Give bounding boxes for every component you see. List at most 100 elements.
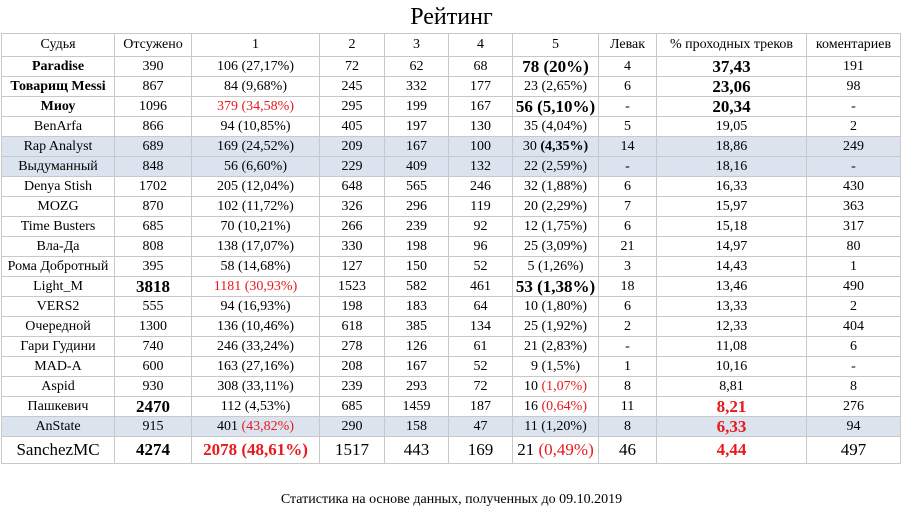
- score-count: 10: [524, 379, 542, 394]
- score-3: 332: [384, 76, 449, 97]
- score-3: 183: [384, 296, 449, 317]
- score-5: 5 (1,26%): [512, 256, 599, 277]
- score-1: 106 (27,17%): [191, 56, 320, 77]
- footer-note: Статистика на основе данных, полученных …: [280, 492, 623, 507]
- levak-count: 8: [598, 416, 657, 437]
- score-1: 102 (11,72%): [191, 196, 320, 217]
- score-1: 136 (10,46%): [191, 316, 320, 337]
- score-5: 32 (1,88%): [512, 176, 599, 197]
- pass-percent: 8,21: [656, 396, 807, 417]
- pass-percent: 13,46: [656, 276, 807, 297]
- pass-percent: 15,97: [656, 196, 807, 217]
- score-3: 150: [384, 256, 449, 277]
- score-count: 401: [217, 419, 242, 434]
- comments-count: -: [806, 156, 901, 177]
- score-3: 443: [384, 436, 449, 464]
- levak-count: 6: [598, 76, 657, 97]
- column-header-score-5: 5: [512, 33, 599, 57]
- score-1: 246 (33,24%): [191, 336, 320, 357]
- judge-name: Rap Analyst: [1, 136, 115, 157]
- column-header-score-1: 1: [191, 33, 320, 57]
- score-3: 582: [384, 276, 449, 297]
- score-percent: (43,82%): [241, 419, 295, 434]
- levak-count: 46: [598, 436, 657, 464]
- levak-count: 4: [598, 56, 657, 77]
- score-1: 401 (43,82%): [191, 416, 320, 437]
- score-3: 167: [384, 356, 449, 377]
- judge-name: Рома Добротный: [1, 256, 115, 277]
- pass-percent: 18,16: [656, 156, 807, 177]
- score-count: 16: [524, 399, 542, 414]
- judge-name: Вла-Да: [1, 236, 115, 257]
- levak-count: 2: [598, 316, 657, 337]
- judge-name: Aspid: [1, 376, 115, 397]
- comments-count: -: [806, 356, 901, 377]
- score-5: 9 (1,5%): [512, 356, 599, 377]
- table-row: Товарищ Messi 867 84 (9,68%) 245 332 177 23 (2…: [1, 76, 901, 97]
- judged-count: 689: [114, 136, 192, 157]
- comments-count: -: [806, 96, 901, 117]
- pass-percent: 16,33: [656, 176, 807, 197]
- comments-count: 490: [806, 276, 901, 297]
- levak-count: 6: [598, 296, 657, 317]
- score-4: 92: [448, 216, 513, 237]
- pass-percent: 19,05: [656, 116, 807, 137]
- score-3: 62: [384, 56, 449, 77]
- score-4: 169: [448, 436, 513, 464]
- score-1: 58 (14,68%): [191, 256, 320, 277]
- score-2: 278: [319, 336, 385, 357]
- score-2: 295: [319, 96, 385, 117]
- judged-count: 866: [114, 116, 192, 137]
- judge-name: Выдуманный: [1, 156, 115, 177]
- judged-count: 808: [114, 236, 192, 257]
- comments-count: 404: [806, 316, 901, 337]
- score-2: 72: [319, 56, 385, 77]
- score-3: 158: [384, 416, 449, 437]
- judge-name: Гари Гудини: [1, 336, 115, 357]
- table-row: MOZG 870 102 (11,72%) 326 296 119 20 (2,29%) 7 1…: [1, 196, 901, 217]
- pass-percent: 6,33: [656, 416, 807, 437]
- score-1: 163 (27,16%): [191, 356, 320, 377]
- judge-name: Очередной: [1, 316, 115, 337]
- levak-count: -: [598, 96, 657, 117]
- comments-count: 430: [806, 176, 901, 197]
- judge-name: Denya Stish: [1, 176, 115, 197]
- score-1: 56 (6,60%): [191, 156, 320, 177]
- score-2: 330: [319, 236, 385, 257]
- judge-name: Миоу: [1, 96, 115, 117]
- rating-table: Судья Отсужено 1 2 3 4 5 Левак% проходных треко…: [1, 33, 901, 464]
- comments-count: 80: [806, 236, 901, 257]
- score-2: 405: [319, 116, 385, 137]
- column-header-judged-count: Отсужено: [114, 33, 192, 57]
- score-3: 198: [384, 236, 449, 257]
- judged-count: 2470: [114, 396, 192, 417]
- judged-count: 1300: [114, 316, 192, 337]
- score-1: 94 (16,93%): [191, 296, 320, 317]
- table-row: Вла-Да 808 138 (17,07%) 330 198 96 25 (3,09%) 2…: [1, 236, 901, 257]
- pass-percent: 14,43: [656, 256, 807, 277]
- score-1: 2078 (48,61%): [191, 436, 320, 464]
- score-4: 100: [448, 136, 513, 157]
- score-2: 127: [319, 256, 385, 277]
- column-header-score-2: 2: [319, 33, 385, 57]
- table-row: Гари Гудини 740 246 (33,24%) 278 126 61 21 (2,…: [1, 336, 901, 357]
- judged-count: 555: [114, 296, 192, 317]
- judged-count: 3818: [114, 276, 192, 297]
- score-4: 119: [448, 196, 513, 217]
- table-row: Denya Stish 1702 205 (12,04%) 648 565 246 32 (…: [1, 176, 901, 197]
- score-2: 208: [319, 356, 385, 377]
- judge-name: AnState: [1, 416, 115, 437]
- score-3: 126: [384, 336, 449, 357]
- score-count: 21: [517, 440, 539, 459]
- score-1: 112 (4,53%): [191, 396, 320, 417]
- comments-count: 2: [806, 296, 901, 317]
- pass-percent: 15,18: [656, 216, 807, 237]
- judged-count: 740: [114, 336, 192, 357]
- score-4: 61: [448, 336, 513, 357]
- judged-count: 1702: [114, 176, 192, 197]
- judged-count: 600: [114, 356, 192, 377]
- judge-name: SanchezMC: [1, 436, 115, 464]
- pass-percent: 14,97: [656, 236, 807, 257]
- judged-count: 930: [114, 376, 192, 397]
- levak-count: 6: [598, 216, 657, 237]
